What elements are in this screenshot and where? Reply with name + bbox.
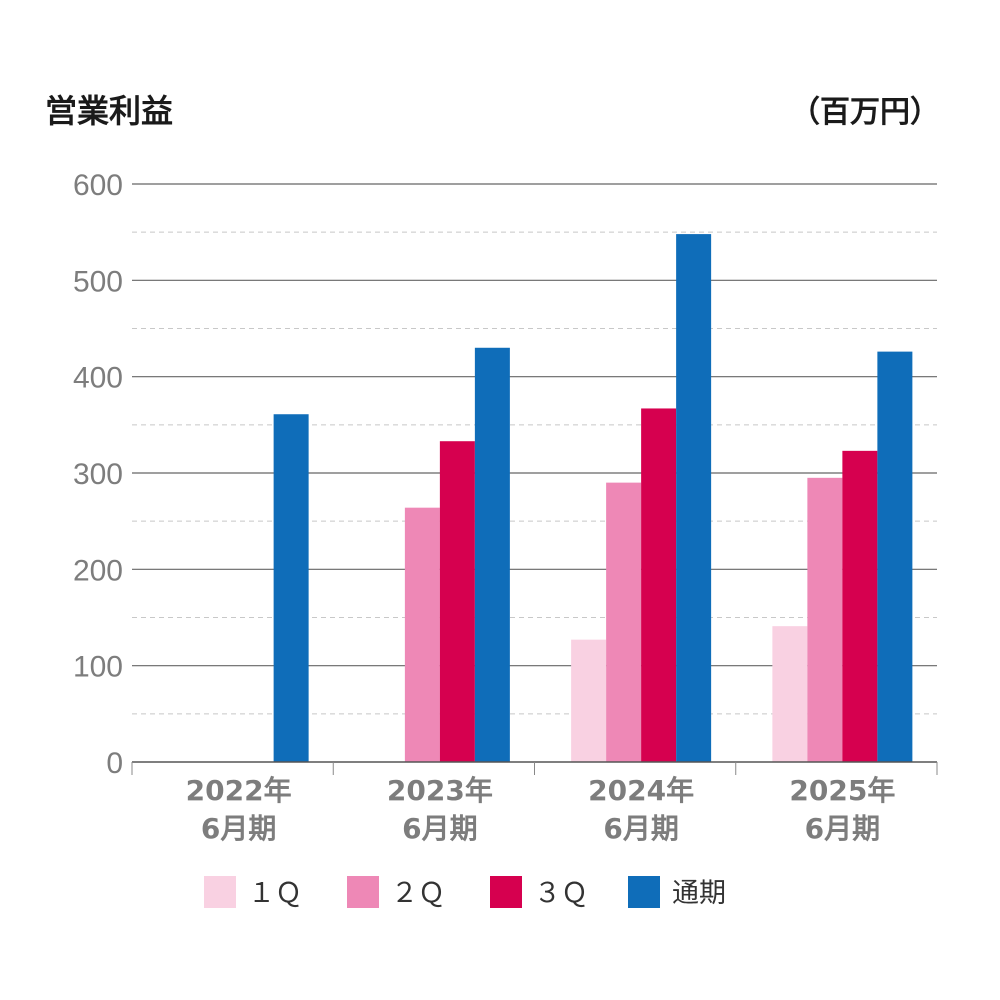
y-tick-label: 500 [73,265,123,298]
x-category-label: 6月期 [805,812,880,845]
bars [273,234,913,763]
x-category-label: 2025年 [789,774,895,807]
x-axis: 2022年 6月期 2023年 6月期 2024年 6月期 2025年 6月期 [131,761,938,845]
x-category-label: 6月期 [201,812,276,845]
legend-swatch [628,876,660,908]
x-category-label: 2022年 [186,774,292,807]
legend-label: １Ｑ [248,878,302,909]
y-tick-label: 600 [73,169,123,202]
bar-4 [877,351,913,762]
legend-label: ２Ｑ [391,878,445,909]
unit-label: （百万円） [790,95,940,130]
bar-3 [439,441,475,762]
legend-swatch [490,876,522,908]
x-category-label: 2024年 [588,774,694,807]
bar-2 [606,482,642,762]
bar-1 [571,639,607,762]
bar-1 [772,626,808,762]
chart-title: 営業利益 [45,92,173,130]
legend-swatch [204,876,236,908]
y-tick-label: 200 [73,554,123,587]
bar-3 [641,408,677,762]
legend: １Ｑ ２Ｑ ３Ｑ 通期 [204,876,726,909]
bar-3 [842,450,878,762]
grid-lines [132,183,937,715]
bar-2 [807,477,843,762]
bar-4 [676,234,712,763]
bar-4 [474,347,510,762]
bar-4 [273,414,309,762]
legend-label: 通期 [672,878,726,909]
y-axis: 0 100 200 300 400 500 600 [73,169,123,780]
y-tick-label: 0 [106,747,123,780]
x-category-label: 6月期 [402,812,477,845]
legend-swatch [347,876,379,908]
y-tick-label: 300 [73,458,123,491]
x-category-label: 6月期 [603,812,678,845]
y-tick-label: 400 [73,362,123,395]
y-tick-label: 100 [73,651,123,684]
x-category-label: 2023年 [387,774,493,807]
legend-label: ３Ｑ [534,878,588,909]
bar-2 [404,507,440,762]
